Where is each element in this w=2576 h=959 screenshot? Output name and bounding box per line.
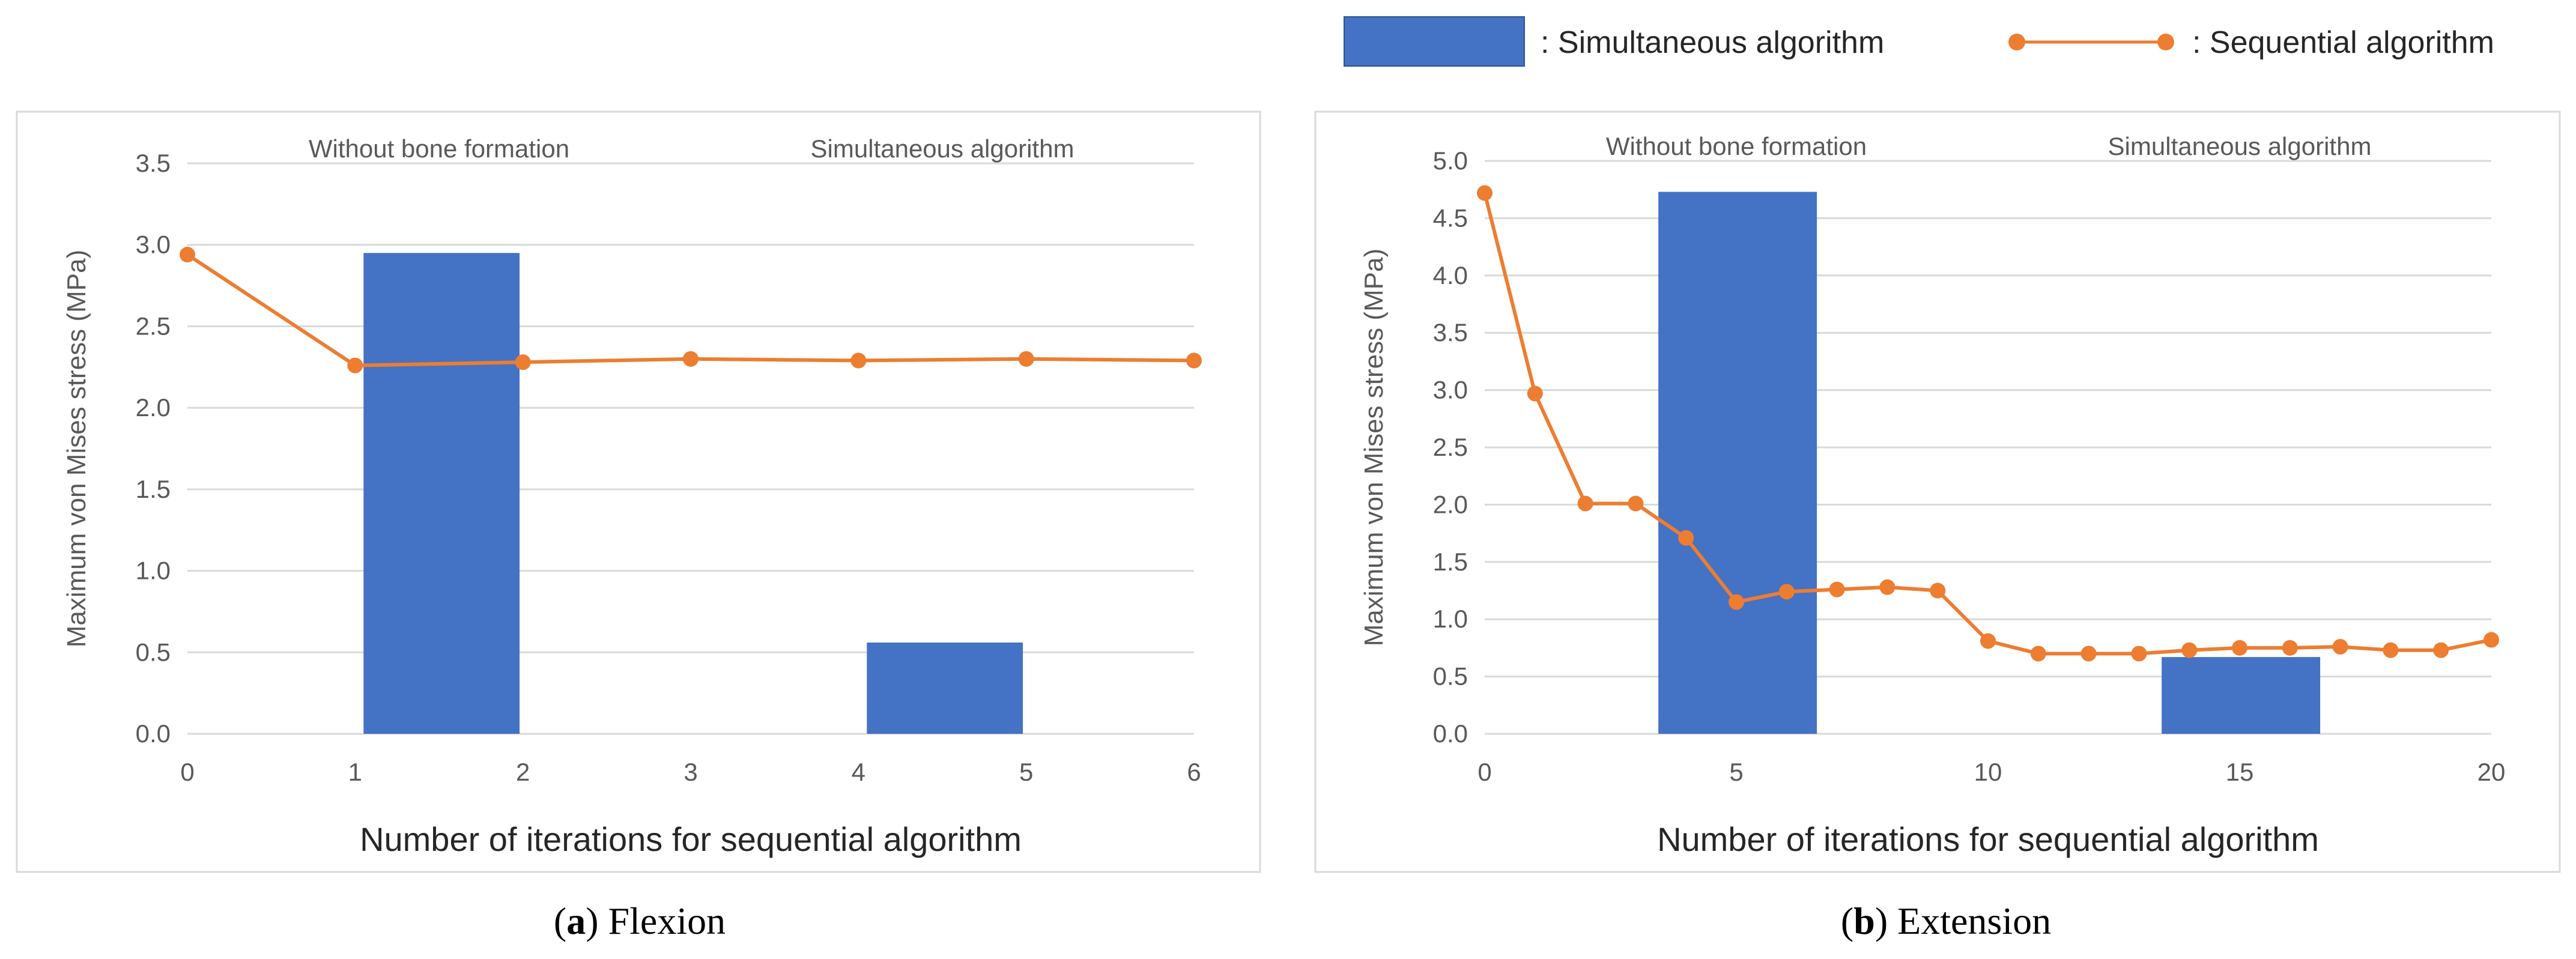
sequential-point xyxy=(2131,646,2147,662)
legend-bar-swatch xyxy=(1344,16,1525,67)
sequential-point xyxy=(1829,581,1845,597)
sequential-point xyxy=(2080,646,2097,662)
sequential-point xyxy=(1930,582,1946,599)
y-tick-label: 1.5 xyxy=(1433,548,1468,576)
simultaneous-bar xyxy=(867,643,1023,734)
gridlines xyxy=(187,162,1194,735)
legend-line-label: : Sequential algorithm xyxy=(2192,25,2494,60)
x-tick-label: 5 xyxy=(1729,758,1743,786)
y-tick-label: 1.0 xyxy=(1433,605,1468,633)
sequential-point xyxy=(347,357,363,374)
y-tick-label: 5.0 xyxy=(1433,147,1468,175)
y-tick-label: 3.5 xyxy=(1433,318,1468,346)
bar-category-labels: Without bone formation Simultaneous algor… xyxy=(309,135,1074,163)
sequential-series xyxy=(180,247,1202,374)
simultaneous-bar xyxy=(363,253,520,734)
y-tick-label: 4.0 xyxy=(1433,261,1468,289)
sequential-point xyxy=(1186,352,1202,369)
y-tick-label: 2.5 xyxy=(1433,433,1468,461)
sequential-point xyxy=(1018,351,1034,367)
legend-bar-label: : Simultaneous algorithm xyxy=(1541,25,1884,60)
sequential-point xyxy=(2282,640,2298,656)
x-tick-label: 6 xyxy=(1187,758,1201,786)
chart-frame xyxy=(16,110,1261,873)
x-tick-label: 1 xyxy=(348,758,362,786)
x-tick-label: 0 xyxy=(180,758,194,786)
sequential-point xyxy=(2383,642,2399,658)
sequential-point xyxy=(1628,495,1644,512)
y-tick-label: 1.0 xyxy=(136,557,171,585)
panel-flexion: 0.0 0.5 1.0 1.5 2.0 2.5 3.0 3.5 0 1 2 3 4 5 6 Without… xyxy=(16,110,1261,942)
panel-caption: (b) Extension xyxy=(1841,900,2051,942)
y-tick-label: 0.5 xyxy=(1433,662,1468,691)
sequential-point xyxy=(1980,633,1996,649)
panel-caption: (a) Flexion xyxy=(554,900,726,942)
sequential-point xyxy=(2332,638,2348,655)
sequential-point xyxy=(1729,594,1744,610)
gridlines xyxy=(1485,160,2491,735)
x-tick-labels: 0 1 2 3 4 5 6 xyxy=(180,758,1201,786)
sequential-series xyxy=(1477,185,2499,662)
sequential-point xyxy=(683,351,699,367)
y-tick-label: 0.5 xyxy=(136,638,171,666)
y-tick-label: 0.0 xyxy=(136,719,171,748)
simultaneous-bar xyxy=(1658,192,1817,734)
y-tick-label: 1.5 xyxy=(136,475,171,503)
x-tick-label: 2 xyxy=(516,758,530,786)
x-tick-label: 4 xyxy=(852,758,865,786)
sequential-point xyxy=(2433,642,2449,658)
bar-category-label: Without bone formation xyxy=(1606,132,1867,160)
caption-letter: a xyxy=(566,900,586,942)
y-tick-label: 3.5 xyxy=(136,149,171,177)
caption-letter: b xyxy=(1853,900,1875,942)
x-tick-label: 10 xyxy=(1974,758,2002,786)
bars xyxy=(363,253,1023,734)
x-tick-label: 15 xyxy=(2226,758,2254,786)
y-tick-label: 3.0 xyxy=(136,231,171,259)
sequential-point xyxy=(2232,640,2247,656)
x-tick-label: 0 xyxy=(1477,758,1491,786)
y-tick-label: 2.5 xyxy=(136,312,171,340)
x-axis-title: Number of iterations for sequential algo… xyxy=(360,820,1022,858)
chart-frame xyxy=(1314,110,2561,873)
x-axis-title: Number of iterations for sequential algo… xyxy=(1657,820,2319,858)
x-tick-label: 3 xyxy=(683,758,697,786)
y-tick-labels: 0.0 0.5 1.0 1.5 2.0 2.5 3.0 3.5 4.0 4.5 5.0 xyxy=(1433,147,1468,748)
x-tick-label: 5 xyxy=(1019,758,1033,786)
sequential-point xyxy=(515,354,531,371)
x-tick-labels: 0 5 10 15 20 xyxy=(1477,758,2505,786)
sequential-point xyxy=(1879,579,1896,595)
sequential-point xyxy=(1778,584,1795,600)
y-tick-label: 2.0 xyxy=(1433,490,1468,518)
y-tick-labels: 0.0 0.5 1.0 1.5 2.0 2.5 3.0 3.5 xyxy=(136,149,171,748)
sequential-point xyxy=(2181,642,2198,658)
legend-line-marker-right xyxy=(2157,34,2174,50)
sequential-point xyxy=(850,352,867,369)
y-tick-label: 2.0 xyxy=(136,393,171,422)
bar-category-label: Simultaneous algorithm xyxy=(811,135,1074,163)
bar-category-label: Without bone formation xyxy=(309,135,569,163)
y-tick-label: 4.5 xyxy=(1433,204,1468,232)
legend: : Simultaneous algorithm : Sequential al… xyxy=(1344,16,2494,67)
sequential-point xyxy=(1527,386,1543,402)
y-axis-title: Maximum von Mises stress (MPa) xyxy=(62,250,91,648)
sequential-point xyxy=(180,247,195,262)
x-tick-label: 20 xyxy=(2478,758,2506,786)
y-tick-label: 3.0 xyxy=(1433,376,1468,404)
sequential-point xyxy=(1477,185,1493,201)
sequential-point xyxy=(2030,646,2046,662)
legend-line-marker-left xyxy=(2008,34,2025,50)
simultaneous-bar xyxy=(2162,657,2321,734)
sequential-point xyxy=(2484,632,2499,648)
bar-category-label: Simultaneous algorithm xyxy=(2108,132,2372,160)
sequential-point xyxy=(1577,495,1593,512)
y-tick-label: 0.0 xyxy=(1433,719,1468,748)
bar-category-labels: Without bone formation Simultaneous algor… xyxy=(1606,132,2372,160)
y-axis-title: Maximum von Mises stress (MPa) xyxy=(1359,249,1389,647)
panel-extension: 0.0 0.5 1.0 1.5 2.0 2.5 3.0 3.5 4.0 4.5 5.0 0 5 10 15… xyxy=(1314,110,2561,942)
sequential-point xyxy=(1678,530,1694,546)
bars xyxy=(1658,192,2321,734)
